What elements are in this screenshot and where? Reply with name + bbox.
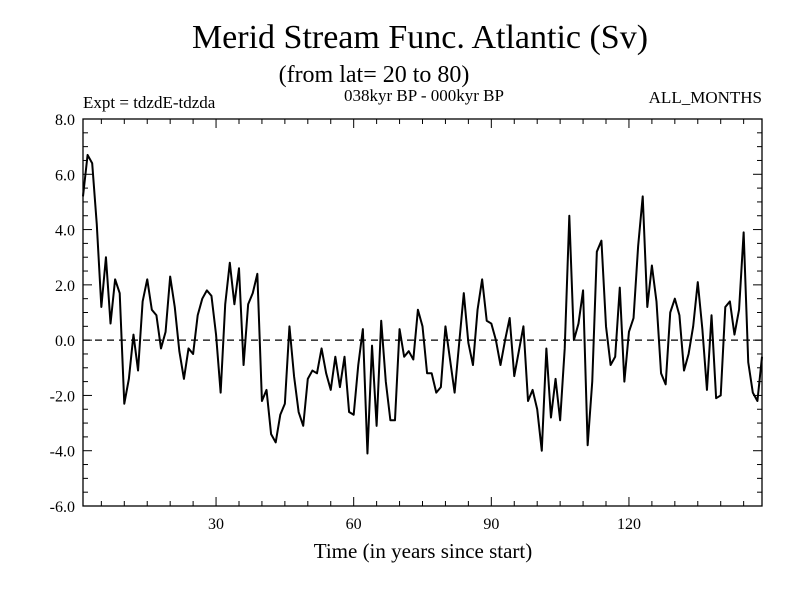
x-tick-label: 120: [617, 516, 641, 533]
series-line: [82, 153, 763, 455]
y-tick-label: 0.0: [55, 333, 75, 350]
y-tick-label: 4.0: [55, 223, 75, 240]
y-tick-label: 6.0: [55, 167, 75, 184]
y-tick-label: -6.0: [50, 499, 75, 516]
x-tick-label: 60: [346, 516, 362, 533]
experiment-label: Expt = tdzdE-tdzda: [83, 93, 216, 112]
y-tick-label: -4.0: [50, 444, 75, 461]
x-axis-label: Time (in years since start): [314, 539, 533, 563]
months-label: ALL_MONTHS: [649, 88, 762, 107]
y-tick-label: 2.0: [55, 278, 75, 295]
x-axis: 30 60 90 120: [100, 119, 745, 533]
y-tick-label: -2.0: [50, 388, 75, 405]
chart-subtitle: (from lat= 20 to 80): [279, 62, 470, 88]
y-tick-label: 8.0: [55, 112, 75, 129]
chart-title: Merid Stream Func. Atlantic (Sv): [192, 19, 648, 56]
x-tick-label: 90: [483, 516, 499, 533]
period-label: 038kyr BP - 000kyr BP: [344, 86, 504, 105]
y-axis: -6.0 -4.0 -2.0 0.0 2.0 4.0 6.0 8.0: [50, 112, 762, 516]
x-tick-label: 30: [208, 516, 224, 533]
plot-frame: [82, 118, 763, 507]
